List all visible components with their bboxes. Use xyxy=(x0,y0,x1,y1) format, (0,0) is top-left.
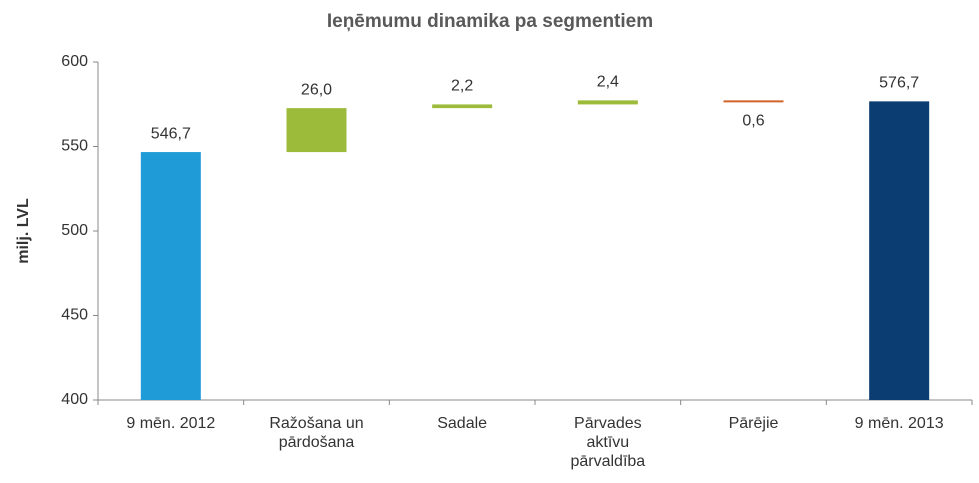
bar xyxy=(723,100,784,103)
bar xyxy=(869,101,930,400)
y-tick-label: 550 xyxy=(61,138,88,155)
value-label: 0,6 xyxy=(742,113,764,130)
x-tick-label: Ražošana un pārdošana xyxy=(269,415,364,451)
y-axis-label: milj. LVL xyxy=(15,198,32,264)
bar xyxy=(140,152,201,400)
value-label: 2,4 xyxy=(597,74,619,91)
y-tick-label: 600 xyxy=(61,53,88,70)
bar xyxy=(286,108,347,153)
y-tick-label: 450 xyxy=(61,307,88,324)
x-tick-label: Pārvades aktīvu pārvaldība xyxy=(570,415,646,470)
x-tick-label: 9 mēn. 2012 xyxy=(126,415,216,432)
chart-title: Ieņēmumu dinamika pa segmentiem xyxy=(327,11,653,32)
bar xyxy=(577,100,638,105)
value-label: 2,2 xyxy=(451,78,473,95)
value-label: 546,7 xyxy=(151,125,191,142)
x-tick-label: Sadale xyxy=(437,415,488,432)
y-tick-label: 400 xyxy=(61,391,88,408)
value-label: 576,7 xyxy=(879,75,919,92)
x-tick-label: Pārējie xyxy=(728,415,779,432)
y-tick-label: 500 xyxy=(61,222,88,239)
value-label: 26,0 xyxy=(301,81,332,98)
bar xyxy=(432,104,493,109)
x-tick-label: 9 mēn. 2013 xyxy=(854,415,944,432)
